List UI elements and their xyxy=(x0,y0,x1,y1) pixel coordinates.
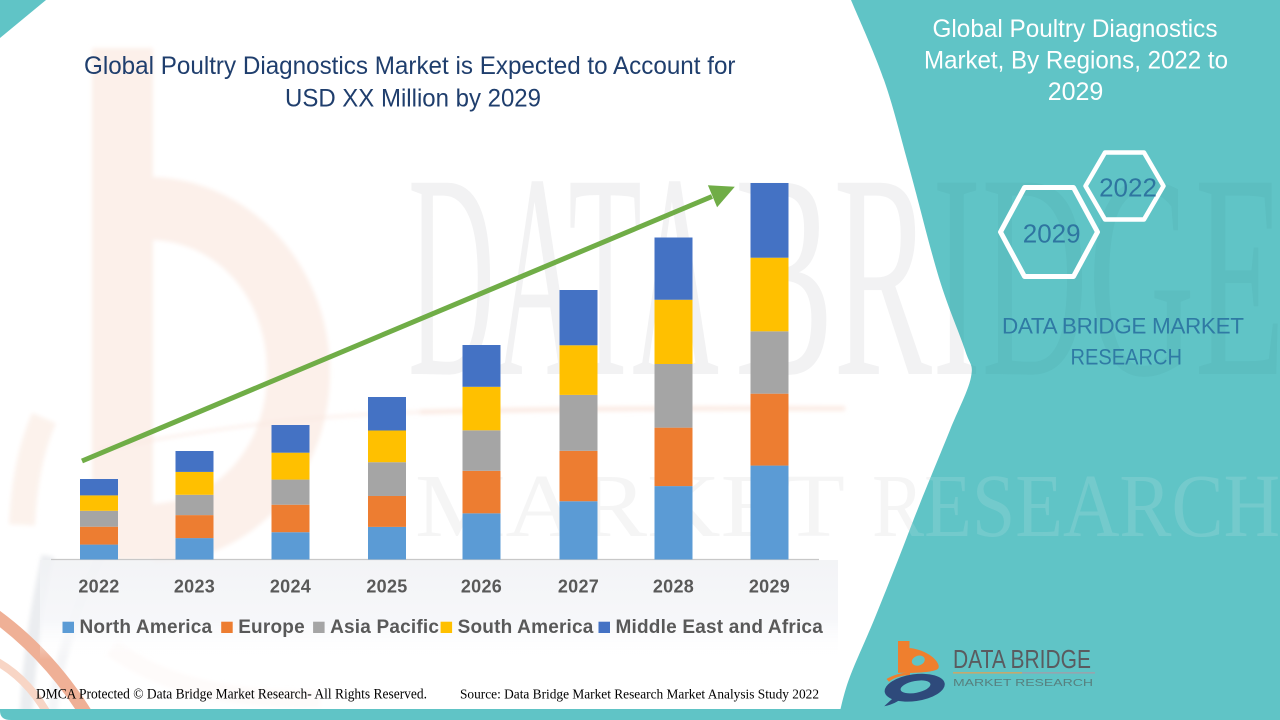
svg-text:MARKET RESEARCH: MARKET RESEARCH xyxy=(953,678,1093,689)
svg-text:Source: Data Bridge Market Res: Source: Data Bridge Market Research Mark… xyxy=(460,687,819,702)
svg-text:North America: North America xyxy=(80,617,213,638)
svg-text:2022: 2022 xyxy=(1099,173,1157,203)
svg-text:Global Poultry Diagnostics: Global Poultry Diagnostics xyxy=(933,15,1218,43)
svg-text:2027: 2027 xyxy=(558,577,599,597)
svg-text:2023: 2023 xyxy=(174,577,215,597)
svg-text:DATA BRIDGE: DATA BRIDGE xyxy=(953,644,1091,674)
svg-text:2029: 2029 xyxy=(749,577,790,597)
svg-text:2029: 2029 xyxy=(1048,78,1104,106)
svg-text:2025: 2025 xyxy=(366,577,407,597)
svg-text:Market, By Regions, 2022 to: Market, By Regions, 2022 to xyxy=(924,47,1228,75)
svg-text:RESEARCH: RESEARCH xyxy=(1071,345,1183,370)
svg-text:Asia Pacific: Asia Pacific xyxy=(330,617,439,638)
svg-text:USD XX Million by 2029: USD XX Million by 2029 xyxy=(285,85,541,113)
svg-text:South America: South America xyxy=(458,617,594,638)
svg-text:Middle East and Africa: Middle East and Africa xyxy=(616,617,824,638)
svg-text:2029: 2029 xyxy=(1023,219,1081,249)
svg-text:2028: 2028 xyxy=(653,577,694,597)
svg-text:DATA BRIDGE MARKET: DATA BRIDGE MARKET xyxy=(1002,314,1244,339)
svg-text:2022: 2022 xyxy=(78,577,119,597)
svg-text:Global Poultry Diagnostics Mar: Global Poultry Diagnostics Market is Exp… xyxy=(84,52,736,80)
svg-text:DMCA Protected © Data Bridge M: DMCA Protected © Data Bridge Market Rese… xyxy=(36,687,427,703)
svg-text:Europe: Europe xyxy=(238,617,305,638)
svg-text:2024: 2024 xyxy=(270,577,311,597)
svg-text:2026: 2026 xyxy=(461,577,502,597)
svg-text:RESEARCH: RESEARCH xyxy=(872,457,1280,556)
